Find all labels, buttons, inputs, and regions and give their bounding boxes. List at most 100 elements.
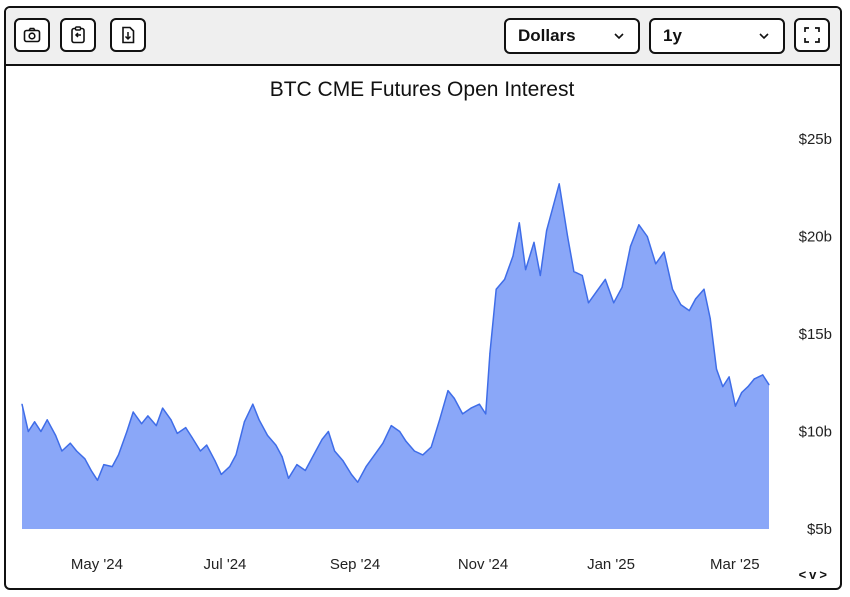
data-point <box>703 288 705 290</box>
y-tick-label: $20b <box>799 229 832 246</box>
chart-navigator: <v> <box>799 567 830 582</box>
data-point <box>229 466 231 468</box>
data-point <box>321 438 323 440</box>
y-tick-label: $10b <box>799 424 832 441</box>
data-point <box>90 469 92 472</box>
y-tick-label: $15b <box>799 326 832 343</box>
data-point <box>390 425 392 427</box>
data-point <box>132 411 134 413</box>
data-point <box>191 436 193 438</box>
data-point <box>357 481 359 483</box>
data-point <box>470 407 472 409</box>
currency-select[interactable]: Dollars <box>504 18 640 54</box>
data-point <box>235 454 237 456</box>
data-point <box>147 415 149 417</box>
x-tick-label: Mar '25 <box>710 556 760 573</box>
series-area <box>22 183 769 529</box>
data-point <box>334 450 336 452</box>
copy-button[interactable] <box>60 18 96 52</box>
data-point <box>741 391 743 394</box>
clipboard-icon <box>71 26 85 44</box>
data-point <box>663 251 665 253</box>
data-point <box>27 430 29 433</box>
fullscreen-button[interactable] <box>794 18 830 52</box>
data-point <box>382 442 384 444</box>
data-point <box>220 473 222 475</box>
data-point <box>504 278 506 280</box>
x-tick-label: May '24 <box>71 556 123 573</box>
data-point <box>373 454 376 456</box>
series-layer <box>21 183 770 529</box>
chart-area: BTC CME Futures Open Interest $5b $10b $15… <box>21 78 832 573</box>
range-select[interactable]: 1y <box>649 18 785 54</box>
y-tick-label: $5b <box>807 521 832 538</box>
data-point <box>399 430 401 433</box>
x-tick-label: Jan '25 <box>587 556 635 573</box>
data-point <box>629 245 632 247</box>
data-point <box>715 368 718 370</box>
data-point <box>695 298 697 300</box>
x-tick-label: Sep '24 <box>330 556 380 573</box>
data-point <box>581 274 583 277</box>
data-point <box>304 469 306 472</box>
x-tick-label: Nov '24 <box>458 556 508 573</box>
data-point <box>604 278 606 280</box>
data-point <box>96 479 99 481</box>
data-point <box>21 403 23 405</box>
data-point <box>365 466 367 468</box>
camera-icon <box>23 27 41 43</box>
data-point <box>206 444 208 446</box>
data-point <box>512 255 514 257</box>
data-point <box>453 397 455 399</box>
nav-prev-button[interactable]: < <box>798 567 810 582</box>
data-point <box>539 274 541 277</box>
data-point <box>768 384 770 386</box>
data-point <box>46 419 48 421</box>
data-point <box>518 222 520 224</box>
data-point <box>281 456 283 458</box>
data-point <box>252 403 254 405</box>
data-point <box>103 464 105 466</box>
x-axis: May '24 Jul '24 Sep '24 Nov '24 Jan '25 Mar '… <box>71 556 760 573</box>
data-point <box>439 419 441 421</box>
data-point <box>489 352 491 355</box>
y-axis: $5b $10b $15b $20b $25b <box>799 131 832 538</box>
data-point <box>546 230 548 232</box>
data-point <box>533 241 535 243</box>
data-point <box>621 286 623 288</box>
data-point <box>655 263 657 265</box>
data-point <box>243 421 245 423</box>
data-point <box>258 419 260 421</box>
data-point <box>722 386 724 388</box>
data-point <box>430 446 432 448</box>
chart-toolbar: Dollars 1y <box>6 8 840 66</box>
screenshot-button[interactable] <box>14 18 50 52</box>
data-point <box>567 235 569 238</box>
data-point <box>405 440 407 442</box>
data-point <box>596 290 598 292</box>
chevron-down-icon <box>759 33 769 40</box>
download-button[interactable] <box>110 18 146 52</box>
nav-collapse-button[interactable]: v <box>809 567 820 582</box>
chevron-down-icon <box>614 33 624 40</box>
data-point <box>199 450 201 452</box>
data-point <box>734 405 737 407</box>
data-point <box>141 423 143 425</box>
data-point <box>495 288 497 290</box>
data-point <box>176 432 178 434</box>
data-point <box>422 454 424 456</box>
data-point <box>447 390 449 392</box>
data-point <box>162 407 164 409</box>
data-point <box>61 450 63 452</box>
data-point <box>646 235 648 238</box>
data-point <box>558 183 560 185</box>
data-point <box>573 271 575 273</box>
data-point <box>34 421 36 423</box>
nav-next-button[interactable]: > <box>819 567 830 582</box>
data-point <box>170 419 172 421</box>
data-point <box>84 458 86 460</box>
expand-icon <box>804 27 820 43</box>
data-point <box>462 413 464 415</box>
data-point <box>671 288 674 290</box>
series-line <box>21 183 770 483</box>
